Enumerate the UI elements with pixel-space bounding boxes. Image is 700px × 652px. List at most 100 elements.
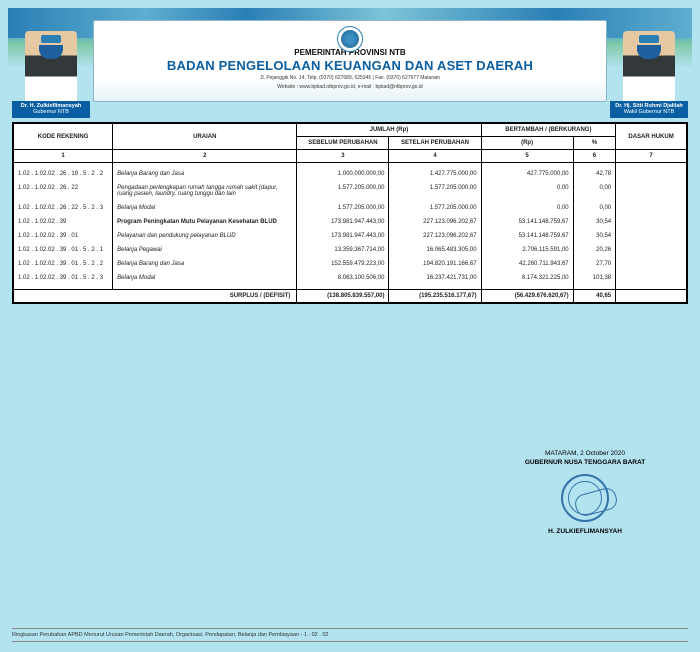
th-kode: KODE REKENING [14, 124, 113, 150]
cell-kode: 1.02 . 1.02.02 . 39 . 01 . 5 . 2 . 3 [14, 271, 113, 290]
coln-1: 1 [14, 150, 113, 163]
header: Dr. H. Zulkieflimansyah Gubernur NTB Dr.… [8, 8, 692, 118]
cell-uraian: Belanja Pegawai [113, 243, 297, 257]
surplus-dasar [616, 290, 687, 303]
surplus-sebelum: (138.805.839.557,00) [297, 290, 389, 303]
governor-portrait-box: Dr. H. Zulkieflimansyah Gubernur NTB [12, 31, 90, 118]
address-line-2: Website : www.bpkad.ntbprov.go.id, e-mai… [94, 84, 606, 91]
th-dasar: DASAR HUKUM [616, 124, 687, 150]
address-line-1: Jl. Pejanggik No. 14, Telp. (0370) 62768… [94, 75, 606, 82]
cell-sebelum: 173.981.947.443,00 [297, 229, 389, 243]
th-setelah: SETELAH PERUBAHAN [389, 137, 481, 150]
vice-governor-name-strip: Dr. Hj. Sitti Rohmi Djalilah Wakil Guber… [610, 101, 688, 118]
cell-persen: 42,78 [573, 163, 616, 182]
signature-location-date: MATARAM, 2 October 2020 [500, 450, 670, 457]
cell-sebelum: 1.000.000.000,00 [297, 163, 389, 182]
table-row: 1.02 . 1.02.02 . 39 . 01 . 5 . 2 . 3Bela… [14, 271, 687, 290]
cell-rp: 53.141.148.759,67 [481, 229, 573, 243]
cell-sebelum: 1.577.205.000,00 [297, 201, 389, 215]
cell-persen: 30,54 [573, 215, 616, 229]
coln-4: 4 [389, 150, 481, 163]
cell-setelah: 16.237.421.731,00 [389, 271, 481, 290]
cell-setelah: 194.820.191.166,67 [389, 257, 481, 271]
surplus-row: SURPLUS / (DEFISIT) (138.805.839.557,00)… [14, 290, 687, 303]
cell-uraian: Belanja Modal [113, 201, 297, 215]
cell-rp: 8.174.321.225,00 [481, 271, 573, 290]
cell-persen: 27,70 [573, 257, 616, 271]
cell-kode: 1.02 . 1.02.02 . 26 . 22 [14, 181, 113, 201]
th-sebelum: SEBELUM PERUBAHAN [297, 137, 389, 150]
cell-rp: 427.775.000,00 [481, 163, 573, 182]
official-stamp-icon [561, 474, 609, 522]
cell-dasar [616, 229, 687, 243]
cell-sebelum: 173.981.947.443,00 [297, 215, 389, 229]
budget-table: KODE REKENING URAIAN JUMLAH (Rp) BERTAMB… [13, 123, 687, 303]
vice-governor-role: Wakil Gubernur NTB [612, 109, 686, 116]
cell-dasar [616, 257, 687, 271]
cell-dasar [616, 243, 687, 257]
cell-kode: 1.02 . 1.02.02 . 26 . 19 . 5 . 2 . 2 [14, 163, 113, 182]
cell-persen: 0,00 [573, 201, 616, 215]
cell-uraian: Belanja Barang dan Jasa [113, 163, 297, 182]
cell-uraian: Belanja Barang dan Jasa [113, 257, 297, 271]
cell-dasar [616, 271, 687, 290]
table-row: 1.02 . 1.02.02 . 39 . 01 . 5 . 2 . 1Bela… [14, 243, 687, 257]
th-rp: (Rp) [481, 137, 573, 150]
cell-kode: 1.02 . 1.02.02 . 39 . 01 [14, 229, 113, 243]
cell-setelah: 227.123.096.202,67 [389, 215, 481, 229]
cell-persen: 101,38 [573, 271, 616, 290]
governor-role: Gubernur NTB [14, 109, 88, 116]
cell-uraian: Pelayanan dan pendukung pelayanan BLUD [113, 229, 297, 243]
cell-rp: 53.141.148.759,67 [481, 215, 573, 229]
cell-dasar [616, 201, 687, 215]
cell-setelah: 1.577.205.000,00 [389, 181, 481, 201]
cell-dasar [616, 215, 687, 229]
cell-persen: 0,00 [573, 181, 616, 201]
surplus-label: SURPLUS / (DEFISIT) [14, 290, 297, 303]
coln-2: 2 [113, 150, 297, 163]
vice-governor-name: Dr. Hj. Sitti Rohmi Djalilah [612, 103, 686, 110]
th-uraian: URAIAN [113, 124, 297, 150]
footer-note: Ringkasan Perubahan APBD Menurut Urusan … [12, 628, 688, 642]
cell-rp: 0,00 [481, 181, 573, 201]
governor-portrait [25, 31, 77, 101]
table-row: 1.02 . 1.02.02 . 39 . 01Pelayanan dan pe… [14, 229, 687, 243]
signature-title: GUBERNUR NUSA TENGGARA BARAT [500, 459, 670, 466]
agency-name: BADAN PENGELOLAAN KEUANGAN DAN ASET DAER… [94, 58, 606, 73]
signature-block: MATARAM, 2 October 2020 GUBERNUR NUSA TE… [500, 450, 670, 535]
surplus-setelah: (195.235.516.177,67) [389, 290, 481, 303]
cell-kode: 1.02 . 1.02.02 . 39 . 01 . 5 . 2 . 2 [14, 257, 113, 271]
coln-6: 6 [573, 150, 616, 163]
th-jumlah: JUMLAH (Rp) [297, 124, 481, 137]
table-row: 1.02 . 1.02.02 . 39Program Peningkatan M… [14, 215, 687, 229]
vice-governor-portrait [623, 31, 675, 101]
surplus-persen: 40,65 [573, 290, 616, 303]
cell-uraian: Belanja Modal [113, 271, 297, 290]
vice-governor-portrait-box: Dr. Hj. Sitti Rohmi Djalilah Wakil Guber… [610, 31, 688, 118]
cell-kode: 1.02 . 1.02.02 . 39 . 01 . 5 . 2 . 1 [14, 243, 113, 257]
title-banner: PEMERINTAH PROVINSI NTB BADAN PENGELOLAA… [93, 20, 607, 102]
budget-table-wrap: KODE REKENING URAIAN JUMLAH (Rp) BERTAMB… [12, 122, 688, 304]
cell-sebelum: 152.559.479.223,00 [297, 257, 389, 271]
cell-sebelum: 8.063.100.506,00 [297, 271, 389, 290]
page: Dr. H. Zulkieflimansyah Gubernur NTB Dr.… [0, 0, 700, 652]
cell-rp: 42.260.711.943,67 [481, 257, 573, 271]
coln-3: 3 [297, 150, 389, 163]
cell-setelah: 1.577.205.000,00 [389, 201, 481, 215]
province-logo-icon [337, 26, 363, 52]
cell-setelah: 16.065.483.305,00 [389, 243, 481, 257]
th-persen: % [573, 137, 616, 150]
cell-sebelum: 1.577.205.000,00 [297, 181, 389, 201]
coln-5: 5 [481, 150, 573, 163]
governor-name: Dr. H. Zulkieflimansyah [14, 103, 88, 110]
signature-name: H. ZULKIEFLIMANSYAH [500, 528, 670, 535]
cell-persen: 30,54 [573, 229, 616, 243]
table-row: 1.02 . 1.02.02 . 39 . 01 . 5 . 2 . 2Bela… [14, 257, 687, 271]
th-bertambah: BERTAMBAH / (BERKURANG) [481, 124, 616, 137]
cell-rp: 0,00 [481, 201, 573, 215]
cell-rp: 2.706.115.591,00 [481, 243, 573, 257]
governor-name-strip: Dr. H. Zulkieflimansyah Gubernur NTB [12, 101, 90, 118]
cell-dasar [616, 181, 687, 201]
cell-kode: 1.02 . 1.02.02 . 26 . 22 . 5 . 2 . 3 [14, 201, 113, 215]
cell-persen: 20,26 [573, 243, 616, 257]
